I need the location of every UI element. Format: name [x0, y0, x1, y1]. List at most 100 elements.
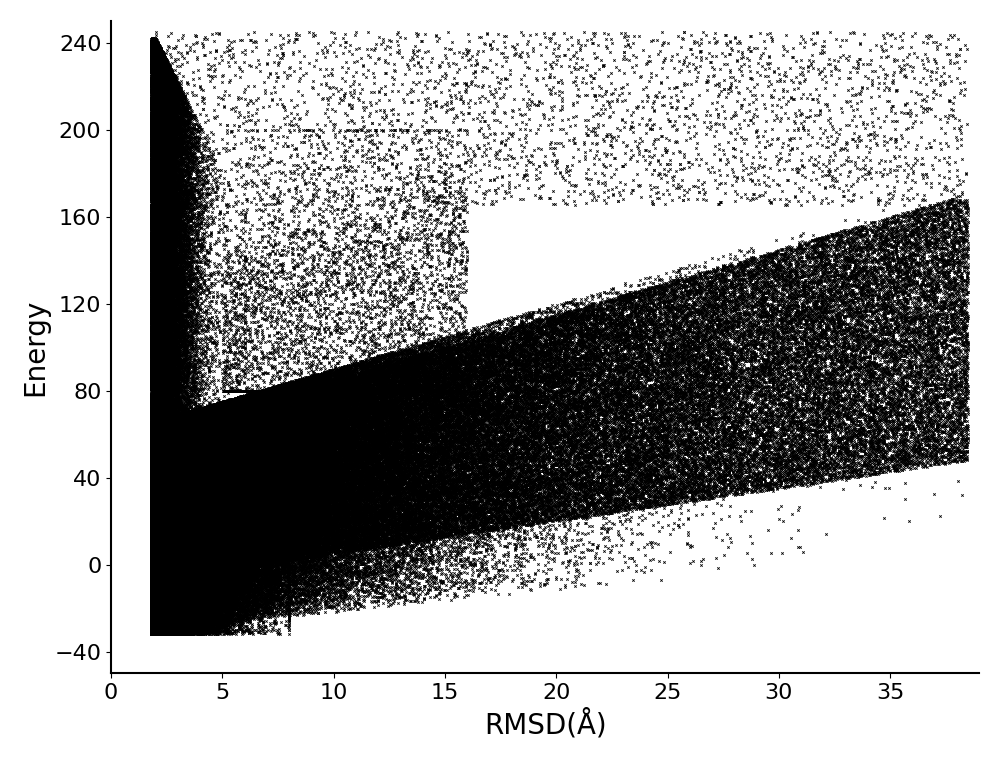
Point: [232, 487, 248, 499]
Point: [157, 109, 173, 122]
Point: [179, 460, 195, 472]
Point: [329, 385, 345, 397]
Point: [150, 500, 166, 512]
Point: [143, 617, 159, 629]
Point: [150, 511, 166, 524]
Point: [150, 586, 166, 598]
Point: [178, 529, 194, 541]
Point: [616, 453, 632, 465]
Point: [193, 617, 209, 629]
Point: [156, 208, 172, 220]
Point: [854, 301, 870, 313]
Point: [710, 471, 726, 483]
Point: [264, 498, 280, 510]
Point: [529, 449, 545, 461]
Point: [184, 543, 200, 555]
Point: [159, 575, 175, 587]
Point: [160, 546, 176, 558]
Point: [223, 565, 239, 578]
Point: [258, 538, 274, 550]
Point: [173, 245, 189, 257]
Point: [675, 400, 691, 412]
Point: [170, 481, 186, 493]
Point: [352, 461, 368, 473]
Point: [159, 439, 175, 451]
Point: [376, 479, 392, 491]
Point: [289, 457, 305, 469]
Point: [154, 458, 170, 470]
Point: [144, 327, 160, 339]
Point: [293, 424, 309, 436]
Point: [453, 425, 469, 437]
Point: [151, 281, 167, 293]
Point: [189, 537, 205, 549]
Point: [429, 367, 445, 379]
Point: [442, 531, 458, 543]
Point: [276, 564, 292, 576]
Point: [925, 319, 941, 331]
Point: [162, 588, 178, 600]
Point: [159, 97, 175, 109]
Point: [780, 480, 796, 492]
Point: [270, 447, 286, 459]
Point: [211, 543, 227, 555]
Point: [738, 300, 754, 312]
Point: [452, 366, 468, 378]
Point: [150, 256, 166, 268]
Point: [323, 385, 339, 397]
Point: [465, 448, 481, 461]
Point: [261, 595, 277, 607]
Point: [564, 369, 580, 382]
Point: [147, 46, 163, 59]
Point: [147, 505, 163, 518]
Point: [224, 425, 240, 437]
Point: [145, 215, 161, 227]
Point: [203, 483, 219, 496]
Point: [186, 476, 202, 488]
Point: [199, 540, 215, 552]
Point: [250, 464, 266, 477]
Point: [206, 543, 222, 555]
Point: [164, 284, 180, 296]
Point: [308, 128, 324, 140]
Point: [167, 93, 183, 106]
Point: [240, 404, 256, 416]
Point: [825, 386, 841, 398]
Point: [156, 528, 172, 540]
Point: [148, 521, 164, 533]
Point: [242, 427, 258, 439]
Point: [147, 547, 163, 559]
Point: [147, 598, 163, 610]
Point: [155, 622, 171, 634]
Point: [237, 391, 253, 403]
Point: [161, 477, 177, 489]
Point: [170, 491, 186, 503]
Point: [144, 539, 160, 551]
Point: [886, 346, 902, 358]
Point: [153, 613, 169, 625]
Point: [144, 440, 160, 452]
Point: [162, 627, 178, 639]
Point: [148, 597, 164, 609]
Point: [249, 452, 265, 464]
Point: [407, 406, 423, 418]
Point: [239, 622, 255, 634]
Point: [534, 97, 550, 109]
Point: [162, 544, 178, 556]
Point: [204, 554, 220, 566]
Point: [147, 587, 163, 600]
Point: [666, 302, 682, 315]
Point: [147, 535, 163, 547]
Point: [196, 444, 212, 456]
Point: [169, 535, 185, 547]
Point: [537, 399, 553, 411]
Point: [291, 394, 307, 406]
Point: [299, 508, 315, 521]
Point: [285, 395, 301, 407]
Point: [150, 547, 166, 559]
Point: [232, 483, 248, 495]
Point: [236, 448, 252, 460]
Point: [316, 510, 332, 522]
Point: [170, 429, 186, 441]
Point: [213, 418, 229, 430]
